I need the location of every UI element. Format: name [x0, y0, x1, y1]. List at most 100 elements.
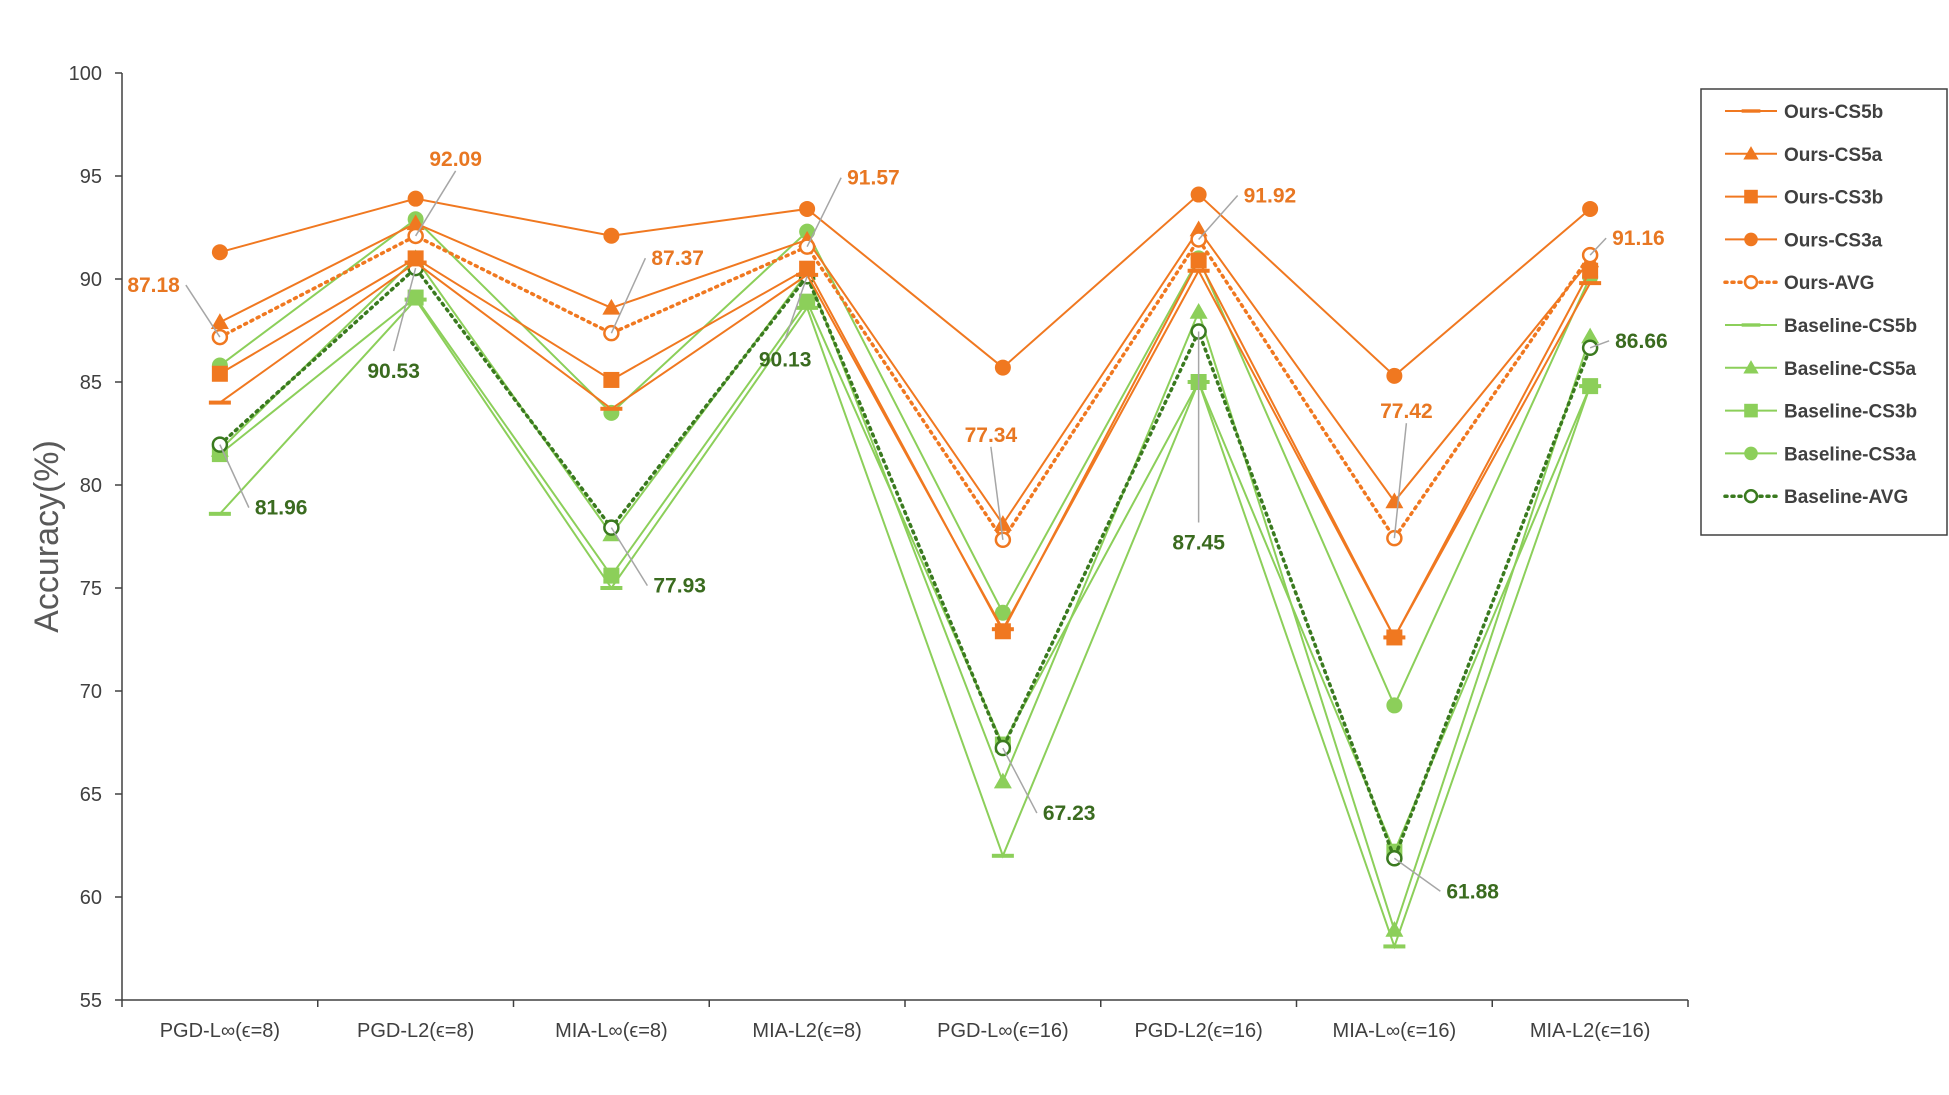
data-point-circle: [994, 359, 1011, 376]
data-label: 86.66: [1615, 330, 1668, 353]
legend-label: Ours-CS5b: [1784, 102, 1883, 123]
data-point-dash: [1187, 268, 1210, 273]
legend-item: Baseline-CS5b: [1725, 316, 1917, 337]
series-line-Ours-CS5a: [219, 222, 1591, 526]
data-point-triangle: [1189, 220, 1208, 237]
data-point-dash: [1579, 281, 1602, 286]
legend-item: Ours-AVG: [1723, 273, 1874, 294]
data-point-square: [1386, 629, 1403, 646]
data-point-circle: [1582, 200, 1599, 217]
data-point-circle: [994, 604, 1011, 621]
data-label: 90.53: [367, 360, 420, 383]
data-point-dash: [1741, 323, 1761, 327]
data-label: 87.37: [651, 247, 704, 270]
x-tick-label: MIA-L∞(ϵ=8): [555, 1020, 668, 1042]
y-tick-label: 65: [80, 784, 102, 806]
label-leader-line: [1589, 237, 1607, 256]
legend-item: Baseline-CS3a: [1725, 444, 1916, 465]
data-point-dash: [991, 853, 1014, 858]
data-point-circle: [1386, 367, 1403, 384]
data-point-dash: [600, 406, 623, 411]
label-leader-line: [1002, 747, 1038, 814]
legend-label: Ours-CS3b: [1784, 188, 1883, 209]
label-leader-line: [806, 177, 842, 247]
data-label: 87.18: [127, 274, 180, 297]
y-tick-label: 100: [69, 63, 102, 85]
label-leader-line: [1589, 340, 1610, 349]
label-leader-line: [1393, 423, 1408, 539]
legend-label: Baseline-AVG: [1784, 487, 1908, 508]
data-point-dash: [208, 400, 231, 405]
label-leader-line: [185, 284, 221, 338]
data-label: 81.96: [255, 497, 308, 520]
x-tick-label: PGD-L∞(ϵ=16): [937, 1020, 1068, 1042]
data-label: 77.93: [653, 575, 706, 598]
data-point-open-circle: [1743, 489, 1759, 504]
y-axis-title: Accuracy(%): [28, 440, 66, 633]
legend-label: Ours-CS5a: [1784, 145, 1883, 166]
data-point-square: [211, 365, 228, 382]
data-point-square: [1190, 252, 1207, 269]
legend-item: Ours-CS3b: [1725, 188, 1883, 209]
data-point-square: [603, 371, 620, 388]
y-tick-label: 75: [80, 578, 102, 600]
data-point-dash: [208, 511, 231, 516]
chart-series: [208, 186, 1602, 950]
series-line-Ours-AVG: [218, 233, 1592, 543]
data-point-square: [799, 260, 816, 277]
data-point-triangle: [1743, 146, 1759, 160]
series-line-Ours-CS3b: [219, 257, 1592, 640]
data-point-triangle: [210, 313, 229, 330]
data-label: 90.13: [759, 348, 812, 371]
legend-label: Ours-AVG: [1784, 273, 1874, 294]
data-point-square: [1582, 262, 1599, 279]
legend-item: Baseline-AVG: [1723, 487, 1908, 508]
legend-item: Baseline-CS3b: [1725, 402, 1917, 423]
chart-axes: 55 60 65 70 75 80 85 90 95 100 PGD-L∞(ϵ=8) PGD-L2(ϵ…: [28, 63, 1689, 1042]
legend-item: Ours-CS5a: [1725, 145, 1883, 166]
label-leader-line: [610, 257, 647, 334]
label-leader-line: [784, 276, 808, 340]
label-leader-line: [414, 170, 457, 237]
data-point-triangle: [993, 515, 1012, 531]
data-point-circle: [211, 244, 228, 261]
y-tick-label: 95: [80, 166, 102, 188]
data-point-square: [407, 250, 424, 267]
data-point-square: [407, 289, 424, 306]
label-leader-line: [610, 527, 649, 587]
x-tick-label: MIA-L2(ϵ=8): [752, 1020, 861, 1042]
data-point-square: [1744, 189, 1758, 204]
x-tick-label: PGD-L2(ϵ=16): [1134, 1020, 1262, 1042]
x-tick-label: MIA-L∞(ϵ=16): [1333, 1020, 1457, 1042]
data-point-circle: [1744, 446, 1758, 461]
data-point-dash: [600, 586, 623, 590]
y-tick-label: 80: [80, 475, 102, 497]
legend-label: Baseline-CS3a: [1784, 444, 1916, 465]
data-point-square: [603, 567, 620, 584]
data-point-square: [994, 623, 1011, 640]
chart-legend: Ours-CS5b Ours-CS5a Ours-CS3b Ours-CS3a Ours…: [1700, 88, 1948, 536]
data-point-triangle: [1385, 492, 1404, 509]
data-point-triangle: [1385, 920, 1404, 937]
legend-item: Ours-CS5b: [1725, 102, 1883, 123]
series-line-Baseline-CS3b: [219, 296, 1592, 855]
legend-label: Baseline-CS3b: [1784, 402, 1917, 423]
data-label: 91.16: [1612, 227, 1665, 250]
label-leader-line: [392, 267, 417, 352]
series-line-Ours-CS3a: [219, 193, 1591, 378]
y-tick-label: 70: [80, 681, 102, 703]
data-point-circle: [407, 190, 424, 207]
data-labels: 87.18 92.09 87.37 91.57 77.34 91.92 77.42 91.16…: [127, 148, 1667, 903]
legend-label: Ours-CS3a: [1784, 230, 1883, 251]
x-tick-label: PGD-L∞(ϵ=8): [160, 1020, 280, 1042]
data-label: 91.92: [1244, 184, 1297, 207]
y-tick-label: 55: [80, 990, 102, 1012]
legend-label: Baseline-CS5b: [1784, 316, 1917, 337]
series-line-Baseline-CS5b: [219, 297, 1592, 950]
data-point-circle: [603, 227, 620, 244]
data-point-circle: [1190, 186, 1207, 203]
series-line-Baseline-CS3a: [219, 217, 1592, 708]
data-point-square: [1582, 378, 1599, 395]
data-point-triangle: [1189, 302, 1208, 319]
